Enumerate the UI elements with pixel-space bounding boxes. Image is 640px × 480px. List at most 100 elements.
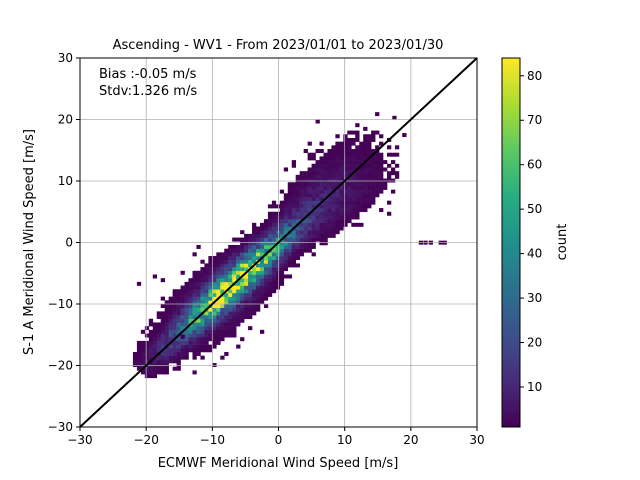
heatmap-cell (319, 233, 324, 238)
heatmap-cell (315, 163, 320, 168)
heatmap-cell (248, 244, 253, 249)
heatmap-cell (275, 204, 281, 209)
heatmap-cell (252, 304, 257, 308)
heatmap-cell (343, 204, 348, 209)
heatmap-cell (319, 185, 324, 190)
heatmap-cell (244, 304, 249, 308)
heatmap-cell (152, 340, 158, 345)
heatmap-cell (331, 163, 336, 168)
heatmap-cell (311, 226, 316, 231)
heatmap-cell (367, 196, 372, 201)
heatmap-cell (188, 300, 193, 305)
heatmap-cell (176, 296, 181, 301)
heatmap-cell (307, 233, 312, 238)
heatmap-cell (367, 171, 372, 176)
heatmap-cell (331, 174, 336, 179)
heatmap-cell (212, 329, 217, 334)
heatmap-cell (279, 263, 285, 268)
heatmap-cell (371, 137, 376, 142)
heatmap-cell (295, 219, 300, 224)
heatmap-cell (299, 230, 304, 235)
heatmap-cell (232, 252, 237, 257)
heatmap-cell (148, 340, 154, 345)
heatmap-cell (156, 363, 162, 368)
heatmap-cell (204, 300, 209, 305)
heatmap-cell (256, 230, 261, 235)
heatmap-cell (331, 149, 336, 154)
heatmap-cell (136, 340, 142, 345)
heatmap-cell (311, 196, 316, 201)
heatmap-cell (390, 171, 396, 176)
heatmap-cell (367, 200, 372, 205)
heatmap-cell (319, 141, 324, 146)
heatmap-cell (275, 274, 281, 279)
heatmap-cell (244, 237, 249, 242)
heatmap-cell (216, 292, 221, 297)
heatmap-cell (216, 337, 221, 342)
heatmap-cell (176, 340, 181, 345)
heatmap-cell (379, 152, 384, 157)
colorbar-segment (502, 61, 520, 65)
heatmap-cell (248, 326, 253, 331)
heatmap-cell (319, 163, 324, 168)
heatmap-cell (319, 219, 324, 224)
heatmap-cell (208, 259, 213, 264)
heatmap-cell (240, 311, 245, 316)
heatmap-cell (212, 292, 217, 297)
heatmap-cell (244, 281, 249, 286)
heatmap-cell (208, 315, 213, 320)
heatmap-cell (351, 193, 356, 198)
heatmap-cell (216, 274, 221, 279)
heatmap-cell (331, 211, 336, 216)
colorbar-label: count (555, 224, 570, 261)
heatmap-cell (204, 285, 209, 290)
heatmap-cell (188, 326, 193, 331)
heatmap-cell (160, 329, 165, 334)
heatmap-cell (327, 211, 332, 216)
heatmap-cell (192, 370, 197, 375)
colorbar-segment (502, 131, 520, 136)
heatmap-cell (196, 244, 201, 249)
heatmap-cell (347, 189, 352, 194)
heatmap-cell (315, 230, 320, 235)
heatmap-cell (176, 348, 181, 353)
heatmap-cell (168, 311, 173, 316)
heatmap-cell (180, 289, 185, 294)
heatmap-cell (363, 149, 368, 154)
heatmap-cell (220, 281, 225, 286)
heatmap-cell (180, 344, 185, 349)
heatmap-cell (208, 292, 213, 297)
heatmap-cell (287, 256, 293, 261)
heatmap-cell (390, 178, 396, 183)
heatmap-cell (168, 348, 173, 353)
heatmap-cell (267, 252, 273, 257)
heatmap-cell (319, 189, 324, 194)
heatmap-cell (240, 248, 245, 253)
heatmap-cell (172, 315, 177, 320)
heatmap-cell (343, 211, 348, 216)
heatmap-cell (184, 315, 189, 320)
heatmap-cell (208, 256, 213, 261)
heatmap-cell (164, 337, 169, 342)
heatmap-cell (287, 182, 293, 187)
heatmap-cell (188, 348, 193, 353)
heatmap-cell (311, 241, 316, 246)
heatmap-cell (248, 292, 253, 297)
heatmap-cell (303, 204, 308, 209)
heatmap-cell (184, 289, 189, 294)
heatmap-cell (271, 241, 277, 246)
heatmap-cell (144, 344, 150, 349)
heatmap-cell (287, 204, 293, 209)
heatmap-cell (204, 281, 209, 286)
heatmap-cell (144, 340, 150, 345)
heatmap-cell (144, 326, 150, 331)
heatmap-cell (271, 211, 277, 216)
heatmap-cell (392, 115, 397, 120)
colorbar-segment (502, 257, 520, 262)
heatmap-cell (355, 204, 360, 209)
colorbar-segment (502, 193, 520, 197)
heatmap-cell (263, 248, 269, 253)
heatmap-cell (192, 344, 197, 349)
heatmap-cell (236, 256, 241, 261)
heatmap-cell (327, 167, 332, 172)
